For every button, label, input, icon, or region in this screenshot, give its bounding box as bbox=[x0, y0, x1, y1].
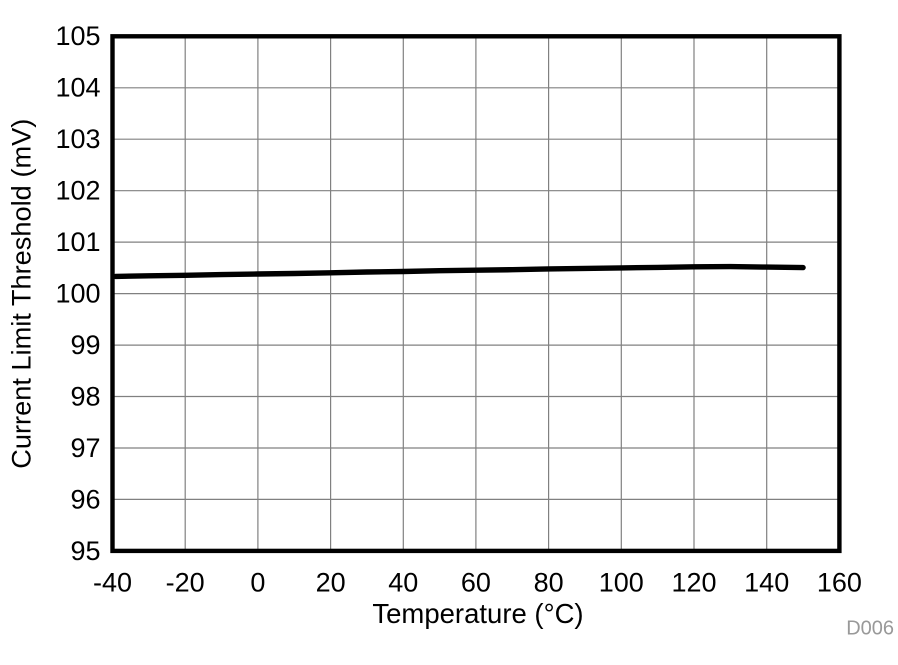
svg-text:40: 40 bbox=[388, 568, 418, 598]
svg-text:102: 102 bbox=[55, 176, 100, 206]
svg-text:104: 104 bbox=[55, 73, 100, 103]
svg-text:105: 105 bbox=[55, 21, 100, 51]
svg-text:96: 96 bbox=[70, 484, 100, 514]
svg-text:98: 98 bbox=[70, 381, 100, 411]
svg-text:0: 0 bbox=[250, 568, 265, 598]
svg-text:120: 120 bbox=[671, 568, 716, 598]
svg-text:-40: -40 bbox=[93, 568, 132, 598]
svg-text:60: 60 bbox=[461, 568, 491, 598]
svg-text:140: 140 bbox=[744, 568, 789, 598]
svg-text:(mV): (mV) bbox=[6, 119, 37, 178]
svg-text:Current Limit Threshold: Current Limit Threshold bbox=[6, 185, 37, 469]
svg-text:100: 100 bbox=[599, 568, 644, 598]
svg-text:103: 103 bbox=[55, 124, 100, 154]
svg-text:20: 20 bbox=[316, 568, 346, 598]
svg-text:97: 97 bbox=[70, 433, 100, 463]
svg-text:D006: D006 bbox=[846, 618, 894, 640]
svg-text:101: 101 bbox=[55, 227, 100, 257]
svg-text:Temperature (°C): Temperature (°C) bbox=[372, 598, 583, 629]
svg-text:99: 99 bbox=[70, 330, 100, 360]
svg-text:95: 95 bbox=[70, 536, 100, 566]
svg-text:-20: -20 bbox=[166, 568, 205, 598]
svg-text:100: 100 bbox=[55, 279, 100, 309]
svg-text:160: 160 bbox=[817, 568, 862, 598]
svg-text:80: 80 bbox=[534, 568, 564, 598]
